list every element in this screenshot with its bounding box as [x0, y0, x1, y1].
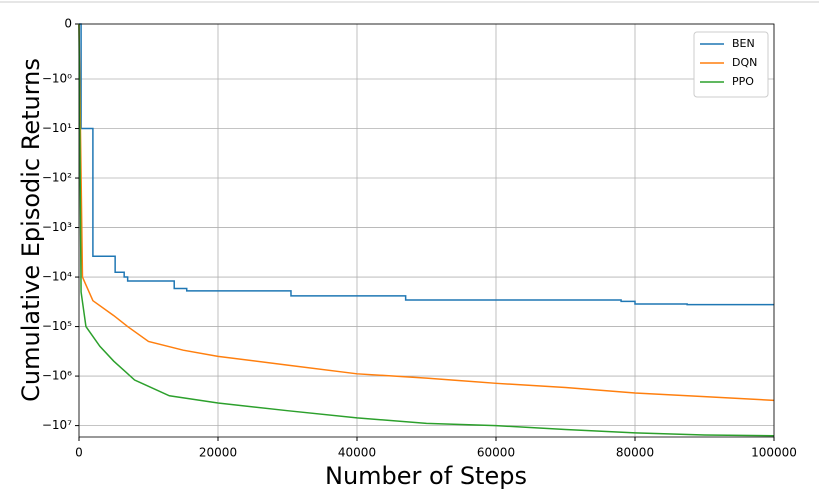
x-tick-label: 100000	[751, 446, 797, 460]
legend-label: BEN	[732, 37, 755, 50]
y-tick-label: −10⁰	[42, 72, 72, 86]
x-tick-label: 60000	[477, 446, 515, 460]
y-axis-label: Cumulative Episodic Returns	[17, 58, 45, 402]
legend: BEN DQN PPO	[693, 31, 769, 98]
x-tick-label: 40000	[338, 446, 376, 460]
y-tick-label: −10⁶	[42, 369, 72, 383]
y-tick-label: −10³	[42, 220, 72, 234]
x-axis-label: Number of Steps	[325, 462, 527, 490]
y-tick-label: −10⁷	[42, 418, 72, 432]
x-tick-label: 20000	[199, 446, 237, 460]
y-tick-label: −10⁴	[42, 270, 72, 284]
x-tick-label: 80000	[616, 446, 654, 460]
legend-label: DQN	[732, 56, 757, 69]
x-tick-label: 0	[75, 446, 83, 460]
data-line	[78, 23, 775, 437]
y-tick-label: −10¹	[42, 121, 72, 135]
data-line	[78, 23, 775, 402]
legend-label: PPO	[732, 75, 754, 88]
plot-frame	[78, 23, 775, 438]
y-tick-label: −10⁵	[42, 319, 72, 333]
y-tick-label: −10²	[42, 171, 72, 185]
y-tick-label: 0	[64, 17, 72, 31]
data-line	[79, 23, 774, 306]
legend-box	[693, 31, 769, 98]
